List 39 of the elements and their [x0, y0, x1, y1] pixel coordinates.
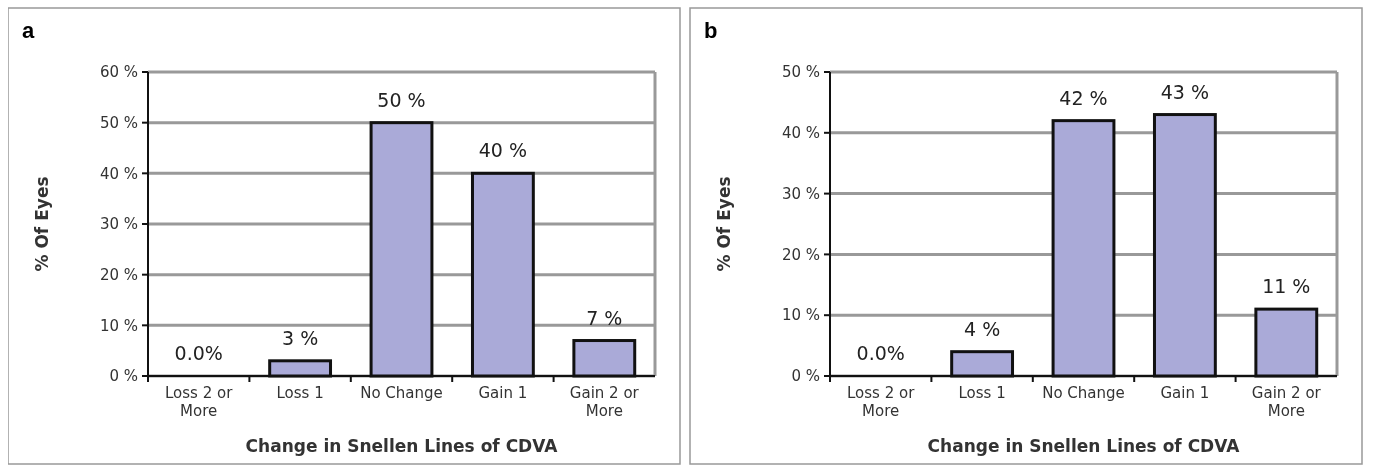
x-tick-label: No Change: [360, 384, 443, 402]
y-tick-label: 30 %: [99, 215, 138, 234]
chart-title: a: [22, 18, 35, 43]
x-tick-label: Loss 1: [958, 384, 1006, 402]
data-label: 43 %: [1160, 80, 1210, 103]
y-tick-label: 60 %: [99, 63, 138, 82]
data-label: 7 %: [586, 306, 623, 329]
y-tick-label: 0 %: [791, 367, 820, 386]
x-tick-label: Loss 2 or More: [847, 384, 916, 420]
data-label: 0.0%: [174, 342, 223, 364]
data-label: 0.0%: [856, 342, 905, 364]
y-tick-label: 30 %: [781, 184, 820, 203]
y-tick-label: 10 %: [781, 306, 820, 325]
data-label: 40 %: [478, 139, 528, 162]
y-tick-label: 20 %: [781, 245, 820, 264]
x-axis-title: Change in Snellen Lines of CDVA: [245, 436, 559, 456]
x-tick-label: Gain 1: [478, 384, 528, 402]
data-label: 4 %: [964, 317, 1001, 340]
x-tick-label: No Change: [1042, 384, 1125, 402]
y-axis-title: % Of Eyes: [32, 176, 52, 272]
x-tick-label: Gain 2 or More: [569, 384, 640, 420]
y-tick-label: 50 %: [781, 63, 820, 82]
x-tick-label: Gain 2 or More: [1251, 384, 1322, 420]
chart-title: b: [704, 18, 718, 43]
y-tick-label: 40 %: [99, 164, 138, 183]
y-tick-label: 50 %: [99, 113, 138, 132]
y-axis-title: % Of Eyes: [714, 176, 734, 272]
data-label: 50 %: [377, 88, 426, 111]
data-label: 11 %: [1262, 275, 1311, 298]
y-tick-label: 40 %: [781, 124, 820, 143]
data-label: 3 %: [282, 326, 319, 349]
x-tick-label: Gain 1: [1160, 384, 1210, 402]
data-label: 42 %: [1059, 86, 1108, 109]
y-tick-label: 20 %: [99, 265, 138, 284]
x-tick-label: Loss 1: [276, 384, 324, 402]
x-tick-label: Loss 2 or More: [165, 384, 234, 420]
y-tick-label: 10 %: [99, 316, 138, 335]
y-tick-label: 0 %: [109, 367, 138, 386]
x-axis-title: Change in Snellen Lines of CDVA: [927, 436, 1241, 456]
